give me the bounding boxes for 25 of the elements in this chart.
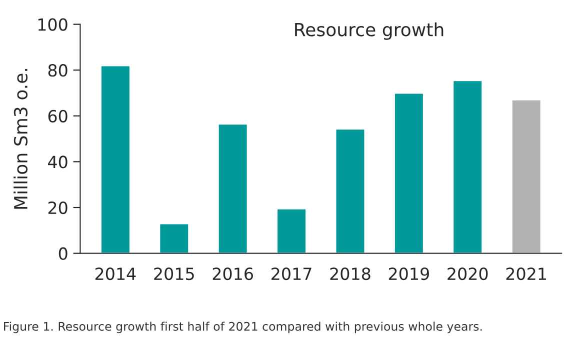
bar (276, 208, 307, 254)
bar (452, 80, 483, 254)
x-tick-label: 2015 (154, 267, 194, 280)
y-tick-label: 40 (48, 156, 68, 168)
bar (334, 128, 366, 254)
bar (217, 123, 248, 254)
bar (158, 222, 190, 254)
y-tick-label: 0 (58, 247, 68, 260)
x-tick-label: 2016 (212, 267, 253, 280)
chart-title: Resource growth (295, 22, 444, 40)
y-tick-label: 80 (48, 64, 68, 77)
x-tick-label: 2014 (95, 267, 136, 280)
y-axis-title: Million Sm3 o.e. (14, 69, 28, 209)
y-tick-label: 60 (48, 110, 68, 122)
bar (100, 64, 131, 254)
x-tick-label: 2021 (506, 267, 546, 280)
x-tick-label: 2018 (330, 267, 370, 280)
caption: Figure 1. Resource growth first half of 2021 compared with previous whole years. (4, 322, 482, 334)
y-tick-label: 20 (48, 201, 68, 214)
x-tick-label: 2017 (272, 267, 312, 280)
x-tick-label: 2020 (448, 267, 488, 280)
bar (394, 92, 424, 254)
bar (510, 98, 542, 254)
y-tick-label: 100 (38, 18, 68, 31)
x-tick-label: 2019 (388, 267, 429, 280)
